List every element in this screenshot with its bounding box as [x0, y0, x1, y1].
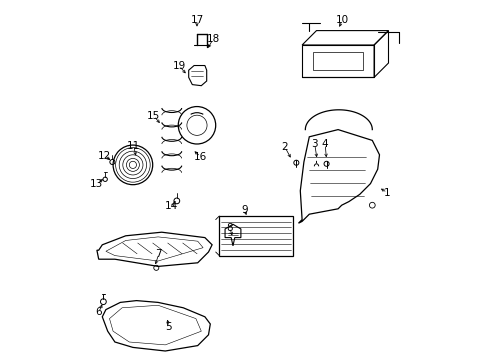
Text: 10: 10: [335, 15, 348, 25]
Text: 4: 4: [321, 139, 328, 149]
Text: 16: 16: [194, 152, 207, 162]
Text: 2: 2: [281, 142, 287, 152]
Text: 1: 1: [383, 188, 390, 198]
Text: 13: 13: [90, 179, 103, 189]
Text: 7: 7: [155, 249, 162, 259]
Text: 12: 12: [98, 150, 111, 161]
Text: 11: 11: [127, 141, 140, 151]
Text: 19: 19: [172, 60, 185, 71]
Text: 3: 3: [311, 139, 317, 149]
Text: 9: 9: [241, 204, 247, 215]
Text: 17: 17: [190, 15, 203, 25]
Text: 18: 18: [206, 34, 219, 44]
Text: 6: 6: [95, 307, 102, 318]
Text: 14: 14: [165, 201, 178, 211]
Text: 8: 8: [226, 222, 233, 233]
Text: 15: 15: [147, 111, 160, 121]
Text: 5: 5: [165, 322, 172, 332]
